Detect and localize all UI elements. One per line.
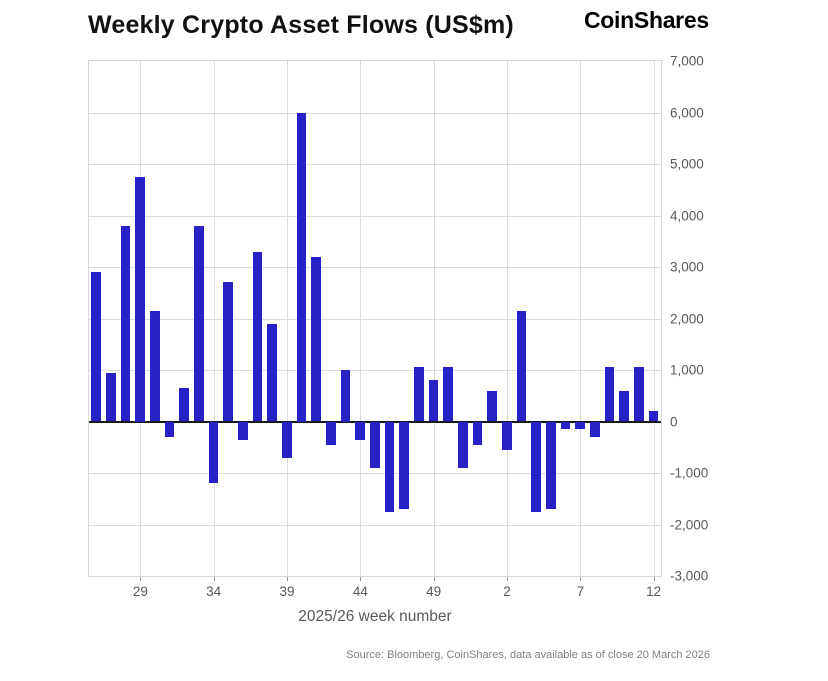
x-axis-tick <box>360 577 362 581</box>
x-tick-label: 2 <box>503 584 511 599</box>
bar <box>458 421 468 468</box>
y-tick-label: -2,000 <box>670 517 709 532</box>
bar <box>487 390 498 422</box>
gridline <box>89 267 661 268</box>
bar <box>648 411 659 422</box>
x-tick-label: 12 <box>646 584 662 599</box>
bar <box>516 310 527 422</box>
vertical-gridline <box>653 61 655 576</box>
y-tick-label: -3,000 <box>670 568 709 584</box>
gridline <box>89 215 661 217</box>
bar <box>531 421 542 512</box>
gridline <box>89 112 661 114</box>
plot-area <box>88 60 662 577</box>
y-tick-label: 1,000 <box>670 362 704 378</box>
bar <box>120 225 131 422</box>
bar <box>590 421 600 437</box>
coinshares-logo: CoinShares <box>584 7 709 33</box>
bar <box>472 421 483 445</box>
x-axis-title: 2025/26 week number <box>298 608 452 625</box>
bar <box>355 421 366 440</box>
bar <box>296 112 307 422</box>
y-tick-label: -1,000 <box>670 465 709 481</box>
gridline <box>89 370 661 371</box>
bar <box>150 310 160 422</box>
bar <box>399 421 410 510</box>
bar <box>311 256 322 422</box>
vertical-gridline <box>580 61 582 576</box>
x-axis-tick <box>433 577 435 581</box>
chart-title: Weekly Crypto Asset Flows (US$m) <box>88 11 514 39</box>
y-tick-label: 2,000 <box>670 311 704 326</box>
bar <box>282 421 292 458</box>
bar <box>502 421 512 450</box>
y-tick-label: 3,000 <box>670 259 704 275</box>
bar <box>252 251 263 422</box>
bar <box>179 388 190 422</box>
x-tick-label: 29 <box>132 584 148 599</box>
x-tick-label: 49 <box>426 584 442 599</box>
bar <box>326 421 336 445</box>
bar <box>238 421 248 440</box>
bar <box>223 282 234 422</box>
bar <box>208 421 219 484</box>
gridline <box>89 164 661 165</box>
x-tick-label: 7 <box>576 584 585 599</box>
bar <box>619 390 630 422</box>
y-tick-label: 0 <box>670 414 678 429</box>
bar <box>267 323 278 422</box>
bar <box>106 372 116 422</box>
vertical-gridline <box>433 61 435 576</box>
bar <box>164 421 175 437</box>
bar <box>370 421 380 468</box>
bar <box>560 421 571 430</box>
bar <box>414 367 424 422</box>
y-tick-label: 4,000 <box>670 208 704 223</box>
x-axis-tick <box>287 577 288 581</box>
x-tick-label: 39 <box>279 584 295 599</box>
gridline <box>89 318 661 320</box>
vertical-gridline <box>507 61 508 576</box>
bar <box>135 176 146 422</box>
vertical-gridline <box>287 61 288 576</box>
y-tick-label: 6,000 <box>670 105 704 120</box>
y-tick-label: 5,000 <box>670 156 704 172</box>
y-tick-label: 7,000 <box>670 53 704 69</box>
source-note: Source: Bloomberg, CoinShares, data avai… <box>346 649 710 661</box>
bar <box>340 370 351 422</box>
bar <box>91 272 102 422</box>
bar <box>575 421 586 430</box>
bar <box>546 421 556 510</box>
x-tick-label: 34 <box>206 584 222 599</box>
x-axis-tick <box>140 577 142 581</box>
bar <box>428 380 439 422</box>
vertical-gridline <box>213 61 215 576</box>
x-axis-tick <box>507 577 508 581</box>
gridline <box>89 473 661 474</box>
x-axis-tick <box>213 577 215 581</box>
x-tick-label: 44 <box>352 584 368 599</box>
vertical-gridline <box>360 61 362 576</box>
bar <box>194 225 204 422</box>
bar <box>443 367 454 422</box>
x-axis-tick <box>653 577 655 581</box>
x-axis-tick <box>580 577 582 581</box>
bar <box>384 421 395 512</box>
bar <box>604 367 615 422</box>
bar <box>634 367 644 422</box>
gridline <box>89 524 661 526</box>
